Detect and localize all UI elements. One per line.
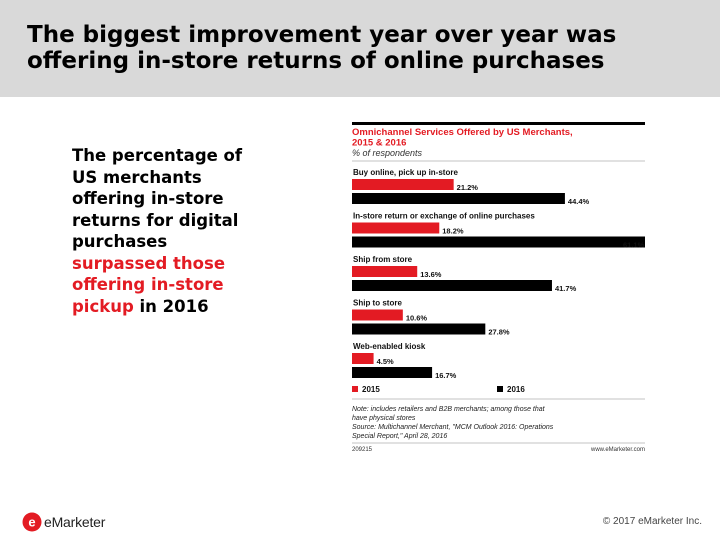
bar-2016	[352, 280, 552, 291]
chart-website: www.eMarketer.com	[590, 447, 645, 453]
subtitle-highlight: surpassed those offering in-store pickup	[72, 253, 226, 316]
subtitle-text: The percentage of US merchants offering …	[72, 145, 262, 317]
bar-2016	[352, 367, 433, 378]
bar-2016	[352, 193, 565, 204]
data-label-2015: 13.6%	[420, 270, 442, 279]
emarketer-logo-icon: e	[22, 512, 42, 532]
data-label-2015: 4.5%	[377, 357, 394, 366]
bar-2015	[352, 179, 454, 190]
bar-chart: Omnichannel Services Offered by US Merch…	[352, 122, 645, 453]
legend-swatch-2016	[497, 386, 503, 392]
copyright-text: © 2017 eMarketer Inc.	[602, 516, 702, 527]
data-label-2016: 61.1%	[623, 241, 645, 250]
data-label-2015: 21.2%	[457, 183, 479, 192]
data-label-2016: 41.7%	[555, 284, 577, 293]
chart-source: Special Report," April 28, 2016	[352, 433, 447, 440]
chart-title: 2015 & 2016	[352, 138, 406, 149]
category-label: Web-enabled kiosk	[353, 342, 426, 351]
chart-note: have physical stores	[352, 415, 416, 422]
bar-2015	[352, 266, 418, 277]
data-label-2015: 18.2%	[442, 227, 464, 236]
subtitle-part1: The percentage of US merchants offering …	[72, 146, 243, 251]
data-label-2016: 16.7%	[435, 371, 457, 380]
chart-subtitle: % of respondents	[352, 148, 423, 158]
category-label: Ship from store	[353, 255, 413, 264]
bar-2016	[352, 323, 486, 335]
bar-2015	[352, 353, 374, 364]
chart-title: Omnichannel Services Offered by US Merch…	[352, 127, 573, 138]
header-bar: The biggest improvement year over year w…	[0, 0, 720, 97]
logo-text: eMarketer	[44, 514, 106, 530]
chart-source: Source: Multichannel Merchant, "MCM Outl…	[352, 424, 554, 431]
svg-text:e: e	[28, 515, 35, 530]
subtitle-part2: in 2016	[133, 296, 209, 316]
bar-2015	[352, 222, 440, 234]
page-title: The biggest improvement year over year w…	[27, 22, 617, 74]
legend-swatch-2015	[352, 386, 358, 392]
bar-2016	[352, 236, 645, 248]
data-label-2015: 10.6%	[406, 314, 428, 323]
chart-note: Note: includes retailers and B2B merchan…	[352, 406, 546, 413]
bar-2015	[352, 309, 403, 321]
data-label-2016: 27.8%	[488, 328, 510, 337]
legend-label-2016: 2016	[507, 385, 525, 394]
legend-label-2015: 2015	[362, 385, 380, 394]
category-label: Ship to store	[353, 299, 402, 308]
data-label-2016: 44.4%	[568, 197, 590, 206]
emarketer-logo: e eMarketer	[22, 512, 105, 532]
chart-top-rule	[352, 122, 645, 125]
category-label: Buy online, pick up in-store	[353, 168, 458, 177]
category-label: In-store return or exchange of online pu…	[353, 212, 535, 221]
chart-code: 209215	[352, 447, 373, 453]
